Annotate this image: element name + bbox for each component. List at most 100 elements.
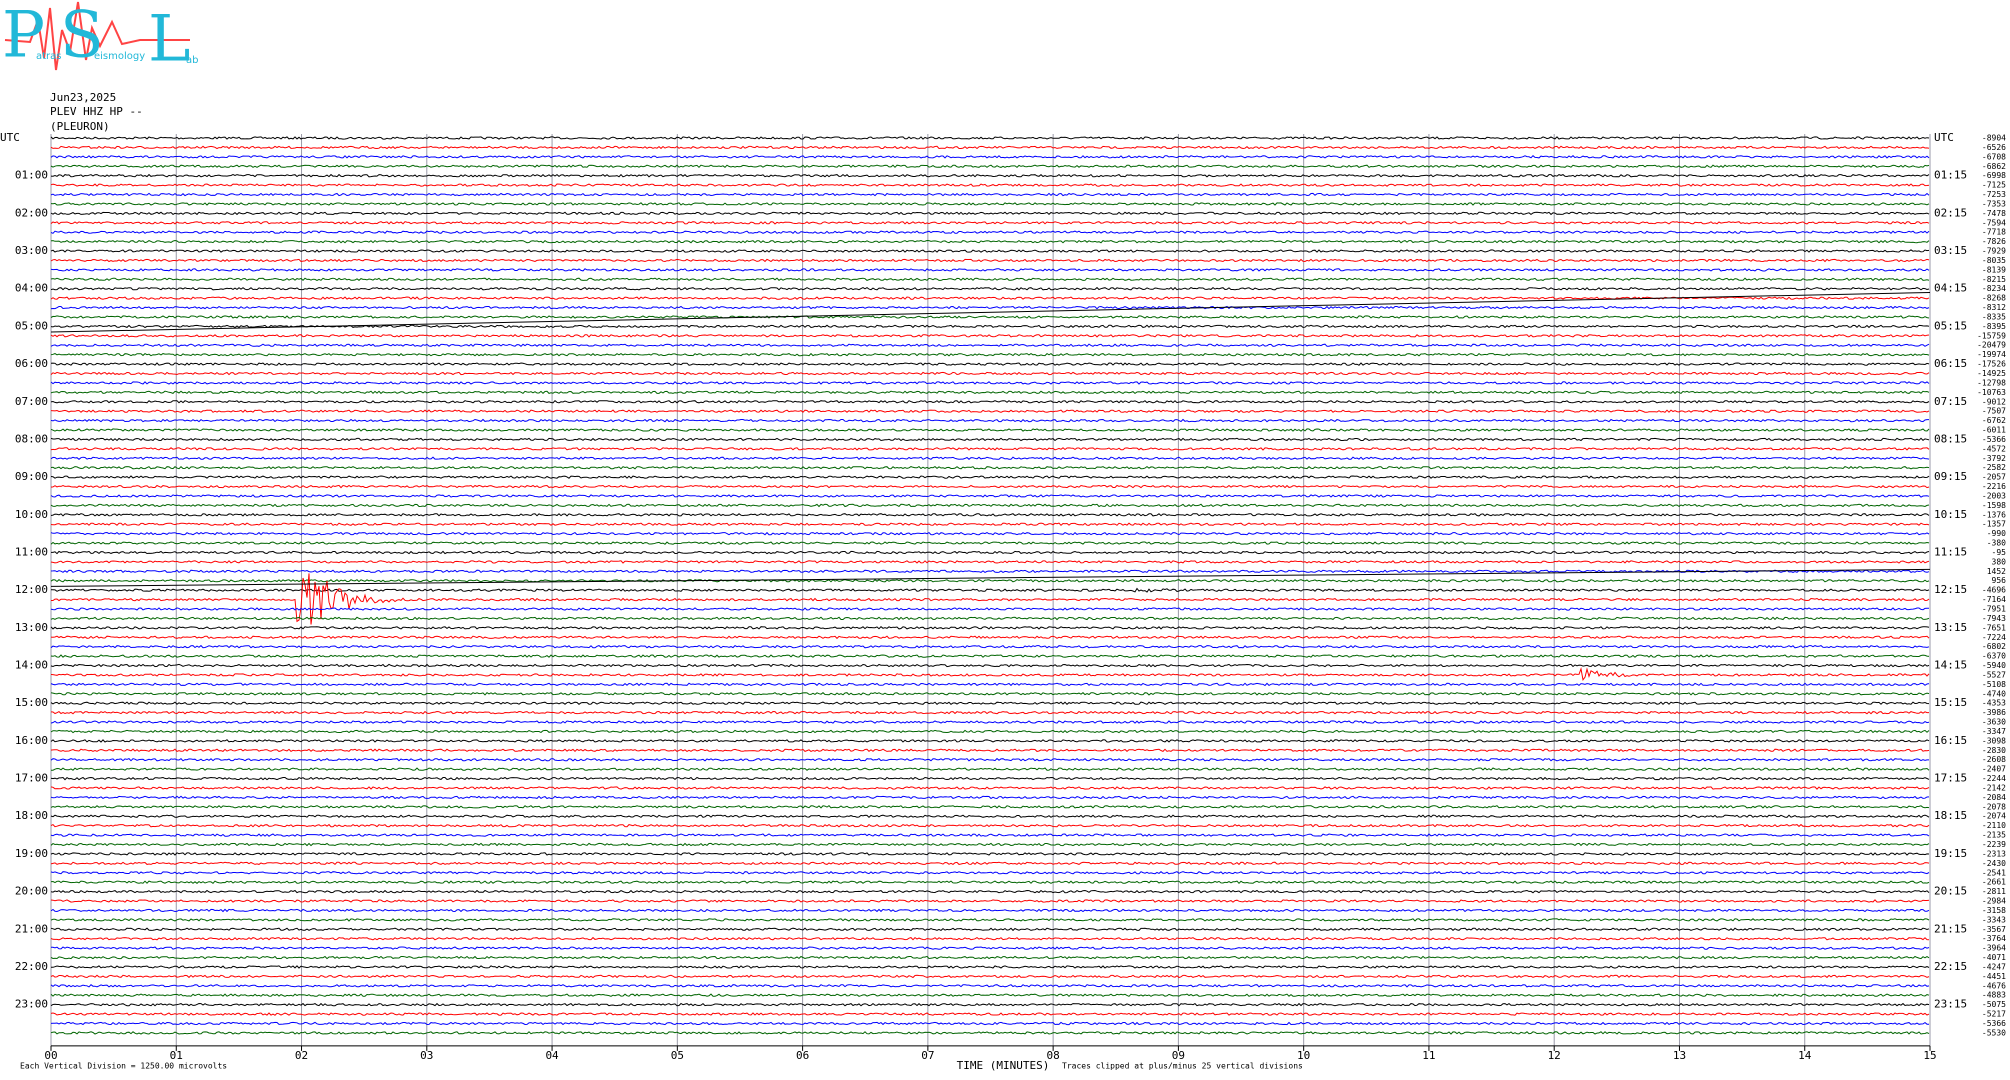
trace (50, 560, 1930, 564)
hour-label-right: 23:15 (1934, 998, 1967, 1011)
logo-letter: S (60, 0, 104, 73)
trace (50, 814, 1930, 818)
trace (50, 993, 1930, 998)
trace (50, 626, 1930, 630)
x-tick-label: 07 (921, 1049, 934, 1062)
trace (51, 550, 1930, 555)
hour-label-right: 15:15 (1934, 696, 1967, 709)
trace-mean: -4451 (1982, 972, 2006, 981)
trace (50, 155, 1930, 159)
hour-label-left: 16:00 (15, 734, 48, 747)
trace (50, 682, 1930, 687)
hour-label-left: 05:00 (15, 319, 48, 332)
trace-mean: -5217 (1982, 1010, 2006, 1019)
hour-label-left: UTC (0, 131, 20, 144)
trace (50, 145, 1930, 150)
trace-mean: -4353 (1982, 699, 2006, 708)
hour-label-left: 09:00 (15, 470, 48, 483)
trace-mean: -2608 (1982, 755, 2006, 764)
trace-mean: -8215 (1982, 275, 2006, 284)
hour-label-right: 03:15 (1934, 244, 1967, 257)
hour-label-right: 08:15 (1934, 432, 1967, 445)
trace (50, 974, 1930, 979)
trace (50, 635, 1930, 640)
trace-mean: -6998 (1982, 171, 2006, 180)
x-tick-label: 14 (1798, 1049, 1812, 1062)
trace (50, 428, 1930, 432)
trace-mean: -19974 (1977, 350, 2006, 359)
trace-mean: -2661 (1982, 878, 2006, 887)
trace-mean: -8335 (1982, 312, 2006, 321)
logo-letter: L (148, 3, 191, 77)
hour-label-right: 19:15 (1934, 847, 1967, 860)
trace (50, 578, 1930, 583)
trace-mean: 380 (1992, 557, 2007, 566)
drift (50, 568, 1931, 587)
trace (50, 249, 1930, 253)
trace (50, 667, 1930, 681)
scale-note: Each Vertical Division = 1250.00 microvo… (20, 1062, 227, 1071)
hour-label-right: 01:15 (1934, 169, 1967, 182)
trace (50, 710, 1929, 715)
trace-mean: -1376 (1982, 510, 2006, 519)
x-tick-label: 08 (1047, 1049, 1060, 1062)
trace (50, 899, 1930, 903)
trace (50, 833, 1930, 837)
trace-mean: -2057 (1982, 473, 2006, 482)
trace-mean: -6762 (1982, 416, 2006, 425)
trace (50, 908, 1930, 913)
trace-mean: -6862 (1982, 162, 2006, 171)
hour-label-right: 17:15 (1934, 772, 1967, 785)
trace-mean: -3964 (1982, 944, 2006, 953)
trace (50, 352, 1930, 357)
trace (50, 889, 1930, 894)
logo: P S L atras eismology ab (2, 0, 198, 77)
hour-label-left: 12:00 (15, 583, 48, 596)
trace-mean: -2830 (1982, 746, 2006, 755)
trace (50, 531, 1930, 536)
hour-label-right: 16:15 (1934, 734, 1967, 747)
trace (50, 418, 1929, 423)
trace-mean: -2407 (1982, 765, 2006, 774)
trace-mean: -5366 (1982, 435, 2006, 444)
trace (50, 437, 1930, 442)
trace-mean: -2003 (1982, 491, 2006, 500)
trace-mean: -5940 (1982, 661, 2006, 670)
trace (50, 852, 1930, 856)
trace-mean: -7651 (1982, 623, 2006, 632)
hour-label-left: 06:00 (15, 357, 48, 370)
trace (50, 371, 1930, 376)
trace-mean: -2313 (1982, 849, 2006, 858)
hour-label-left: 15:00 (15, 696, 48, 709)
hour-label-right: 14:15 (1934, 659, 1967, 672)
trace-mean: -2074 (1982, 812, 2006, 821)
hour-label-right: 09:15 (1934, 470, 1967, 483)
trace-mean: -7951 (1982, 605, 2006, 614)
trace-mean: -2430 (1982, 859, 2006, 868)
trace-mean: -380 (1987, 539, 2006, 548)
x-tick-label: 10 (1297, 1049, 1310, 1062)
trace-mean: -5366 (1982, 1019, 2006, 1028)
trace-mean: -8234 (1982, 284, 2006, 293)
trace-mean: -14925 (1977, 369, 2006, 378)
trace (50, 362, 1930, 366)
trace (50, 776, 1930, 781)
traces (50, 136, 1931, 1035)
trace-mean: -4883 (1982, 991, 2006, 1000)
trace (50, 334, 1930, 338)
trace (50, 305, 1930, 310)
trace-mean: -5530 (1982, 1028, 2006, 1037)
hour-label-right: 18:15 (1934, 809, 1967, 822)
hour-label-right: 12:15 (1934, 583, 1967, 596)
hour-label-left: 08:00 (15, 432, 48, 445)
trace-mean: -3347 (1982, 727, 2006, 736)
x-tick-label: 03 (420, 1049, 433, 1062)
trace-mean: -4676 (1982, 981, 2006, 990)
trace (50, 513, 1930, 517)
trace (50, 522, 1930, 527)
trace (50, 936, 1930, 941)
trace-mean: -2078 (1982, 802, 2006, 811)
trace (50, 569, 1930, 574)
trace (50, 409, 1930, 413)
trace-mean: -8139 (1982, 265, 2006, 274)
